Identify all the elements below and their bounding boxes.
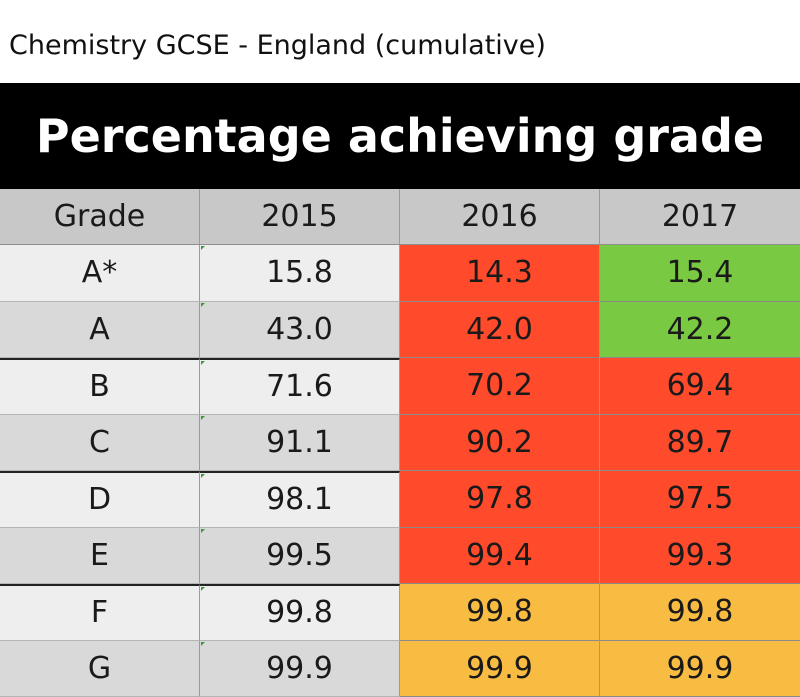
- value-2015-cell: 71.6: [200, 358, 400, 415]
- value-2015-cell: 99.8: [200, 584, 400, 641]
- value-2016-cell: 99.8: [400, 584, 600, 641]
- value-2015-cell: 99.5: [200, 528, 400, 585]
- page-subtitle: Chemistry GCSE - England (cumulative): [9, 24, 546, 68]
- grade-cell: F: [0, 584, 200, 641]
- value-2017-cell: 15.4: [600, 245, 800, 302]
- header-2015: 2015: [200, 189, 400, 245]
- value-2016-cell: 70.2: [400, 358, 600, 415]
- value-2016-cell: 99.9: [400, 641, 600, 697]
- value-2015-cell: 99.9: [200, 641, 400, 697]
- grade-cell: A: [0, 302, 200, 359]
- grade-cell: C: [0, 415, 200, 472]
- table-header-row: Grade 2015 2016 2017: [0, 189, 800, 245]
- value-2016-cell: 99.4: [400, 528, 600, 585]
- value-2017-cell: 89.7: [600, 415, 800, 472]
- grade-cell: E: [0, 528, 200, 585]
- header-2017: 2017: [600, 189, 800, 245]
- value-2016-cell: 14.3: [400, 245, 600, 302]
- value-2016-cell: 90.2: [400, 415, 600, 472]
- header-2016: 2016: [400, 189, 600, 245]
- value-2016-cell: 42.0: [400, 302, 600, 359]
- value-2017-cell: 99.9: [600, 641, 800, 697]
- grade-cell: A*: [0, 245, 200, 302]
- grade-cell: D: [0, 471, 200, 528]
- value-2015-cell: 91.1: [200, 415, 400, 472]
- value-2016-cell: 97.8: [400, 471, 600, 528]
- value-2015-cell: 98.1: [200, 471, 400, 528]
- value-2017-cell: 42.2: [600, 302, 800, 359]
- table-banner: Percentage achieving grade: [0, 83, 800, 189]
- value-2017-cell: 99.8: [600, 584, 800, 641]
- header-grade: Grade: [0, 189, 200, 245]
- value-2015-cell: 43.0: [200, 302, 400, 359]
- grade-cell: B: [0, 358, 200, 415]
- value-2017-cell: 99.3: [600, 528, 800, 585]
- grade-cell: G: [0, 641, 200, 697]
- value-2017-cell: 69.4: [600, 358, 800, 415]
- banner-title: Percentage achieving grade: [36, 109, 764, 163]
- value-2017-cell: 97.5: [600, 471, 800, 528]
- value-2015-cell: 15.8: [200, 245, 400, 302]
